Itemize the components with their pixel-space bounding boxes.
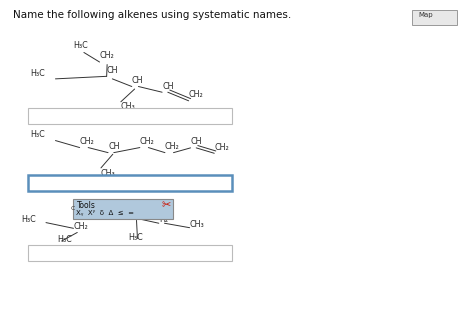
Text: CH: CH [132, 76, 143, 85]
Text: CH: CH [162, 82, 173, 91]
Text: CH₂: CH₂ [80, 137, 94, 146]
Bar [73, 199, 173, 219]
Text: CH: CH [107, 66, 118, 75]
Text: CH₂: CH₂ [189, 90, 203, 99]
Text: CH: CH [108, 142, 119, 151]
Bar [28, 245, 232, 261]
Bar [28, 175, 232, 191]
Text: C: C [70, 206, 74, 211]
Text: CH₃: CH₃ [101, 169, 116, 177]
Text: H₃C: H₃C [73, 41, 88, 50]
Text: H₃C: H₃C [30, 69, 45, 78]
Text: H₃C: H₃C [57, 235, 72, 244]
Text: H₃C: H₃C [30, 130, 45, 139]
Bar [28, 108, 232, 124]
Text: H₃C: H₃C [128, 233, 143, 242]
Text: CH₂: CH₂ [214, 143, 229, 152]
Text: Name the following alkenes using systematic names.: Name the following alkenes using systema… [13, 10, 292, 19]
Text: CH₂: CH₂ [165, 142, 180, 151]
Text: CH₂: CH₂ [100, 52, 114, 60]
Text: CH₃: CH₃ [121, 102, 136, 111]
Text: Xᵧ  Xʸ  δ  Δ  ≤  =: Xᵧ Xʸ δ Δ ≤ = [76, 210, 134, 216]
Text: CH₂: CH₂ [140, 137, 155, 146]
Text: CH: CH [191, 137, 202, 146]
Text: Tools: Tools [77, 201, 96, 210]
Bar [412, 10, 457, 25]
Text: CH₂: CH₂ [73, 222, 88, 231]
Text: CH: CH [134, 209, 145, 218]
Text: H₃C: H₃C [21, 215, 36, 224]
Text: CH₃: CH₃ [190, 220, 204, 229]
Text: ✂: ✂ [161, 200, 171, 210]
Text: H₂: H₂ [159, 215, 168, 224]
Text: Map: Map [418, 12, 433, 18]
